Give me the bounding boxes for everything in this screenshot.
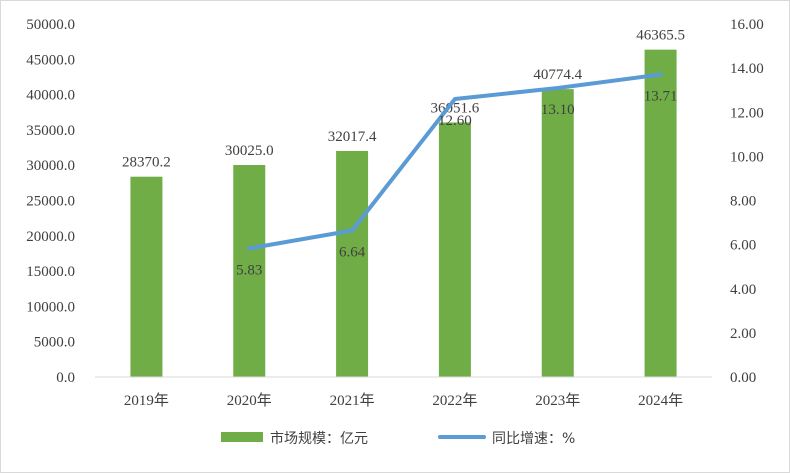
legend-bar-label: 市场规模：亿元	[270, 430, 368, 447]
y-left-tick-label: 50000.0	[26, 17, 75, 33]
x-tick-label: 2024年	[638, 392, 683, 409]
bar	[541, 89, 574, 377]
line-data-label: 12.60	[438, 113, 472, 129]
bar	[336, 150, 369, 377]
growth-rate-line	[247, 72, 663, 251]
bar	[130, 176, 163, 377]
y-left-tick-label: 0.0	[56, 370, 75, 386]
x-tick-label: 2020年	[227, 392, 272, 409]
bar-data-label: 40774.4	[533, 67, 582, 83]
bar-data-label: 46365.5	[636, 28, 685, 44]
y-right-tick-label: 14.00	[730, 61, 764, 77]
y-right-tick-label: 6.00	[730, 238, 756, 254]
y-left-tick-label: 35000.0	[26, 123, 75, 139]
x-tick-label: 2023年	[535, 392, 580, 409]
y-left-tick-label: 25000.0	[26, 194, 75, 210]
line-data-label: 13.71	[644, 89, 678, 105]
y-left-tick-label: 5000.0	[34, 335, 75, 351]
bar	[438, 122, 471, 377]
bar	[644, 49, 677, 377]
y-right-tick-label: 8.00	[730, 194, 756, 210]
y-right-tick-label: 0.00	[730, 370, 756, 386]
y-left-tick-label: 45000.0	[26, 52, 75, 68]
y-right-tick-label: 2.00	[730, 326, 756, 342]
y-left-tick-label: 20000.0	[26, 229, 75, 245]
legend-line-label: 同比增速：%	[492, 431, 575, 447]
y-left-tick-label: 40000.0	[26, 88, 75, 104]
line-data-label: 6.64	[339, 245, 366, 261]
legend-bar-swatch	[221, 432, 263, 442]
bar-data-label: 30025.0	[225, 143, 274, 159]
x-tick-label: 2021年	[330, 392, 375, 409]
bar-data-label: 32017.4	[328, 129, 377, 145]
bar	[233, 165, 266, 377]
bar-data-label: 28370.2	[122, 155, 171, 171]
y-right-tick-label: 12.00	[730, 105, 764, 121]
y-right-tick-label: 16.00	[730, 17, 764, 33]
line-data-label: 5.83	[236, 262, 262, 278]
y-right-tick-label: 4.00	[730, 282, 756, 298]
line-data-label: 13.10	[541, 102, 575, 118]
y-left-tick-label: 15000.0	[26, 264, 75, 280]
y-left-tick-label: 10000.0	[26, 299, 75, 315]
x-tick-label: 2022年	[432, 392, 477, 409]
y-right-tick-label: 10.00	[730, 149, 764, 165]
y-left-tick-label: 30000.0	[26, 158, 75, 174]
x-tick-label: 2019年	[124, 392, 169, 409]
